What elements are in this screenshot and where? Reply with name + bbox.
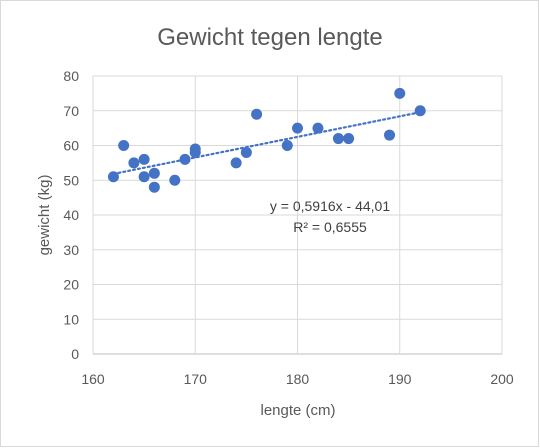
data-point: [332, 133, 344, 145]
data-point: [240, 146, 252, 158]
data-point: [251, 108, 263, 120]
x-tick-label: 200: [490, 371, 514, 387]
x-axis-label: lengte (cm): [260, 402, 335, 419]
data-point: [394, 87, 406, 99]
data-point: [189, 146, 201, 158]
trendline: [112, 111, 422, 175]
data-point: [118, 140, 130, 151]
y-tick-label: 0: [71, 346, 79, 362]
y-tick-label: 70: [63, 103, 79, 119]
data-point: [179, 153, 191, 165]
x-tick-labels: 160 170 180 190 200: [81, 371, 514, 387]
gridlines: [92, 75, 503, 355]
data-point: [384, 129, 396, 141]
data-point: [148, 167, 160, 179]
y-tick-label: 40: [63, 207, 79, 223]
trendline-equation: y = 0,5916x - 44,01: [270, 198, 390, 214]
y-tick-label: 80: [63, 68, 79, 84]
x-tick-label: 180: [286, 371, 310, 387]
data-point: [138, 171, 150, 183]
data-point: [292, 122, 303, 134]
y-tick-label: 60: [63, 138, 79, 154]
x-tick-label: 170: [184, 371, 208, 387]
y-tick-label: 10: [63, 311, 79, 327]
r-squared-label: R² = 0,6555: [293, 219, 367, 235]
data-point: [414, 105, 426, 117]
data-point: [128, 157, 140, 169]
data-point: [138, 153, 150, 165]
y-tick-label: 50: [63, 172, 79, 188]
y-tick-label: 30: [63, 242, 79, 258]
x-tick-label: 160: [81, 371, 105, 387]
y-tick-labels: 0 10 20 30 40 50 60 70 80: [63, 68, 79, 362]
y-tick-label: 20: [63, 277, 79, 293]
data-point: [281, 140, 293, 151]
data-point: [169, 174, 181, 186]
data-point: [343, 133, 355, 145]
data-point: [230, 157, 242, 169]
x-tick-label: 190: [388, 371, 412, 387]
chart-title: Gewicht tegen lengte: [157, 24, 382, 51]
y-axis-label: gewicht (kg): [36, 175, 53, 256]
trendline-group: [112, 111, 422, 175]
data-point: [148, 181, 160, 193]
data-point: [312, 122, 324, 134]
data-point: [107, 171, 119, 183]
data-points: [107, 87, 426, 193]
